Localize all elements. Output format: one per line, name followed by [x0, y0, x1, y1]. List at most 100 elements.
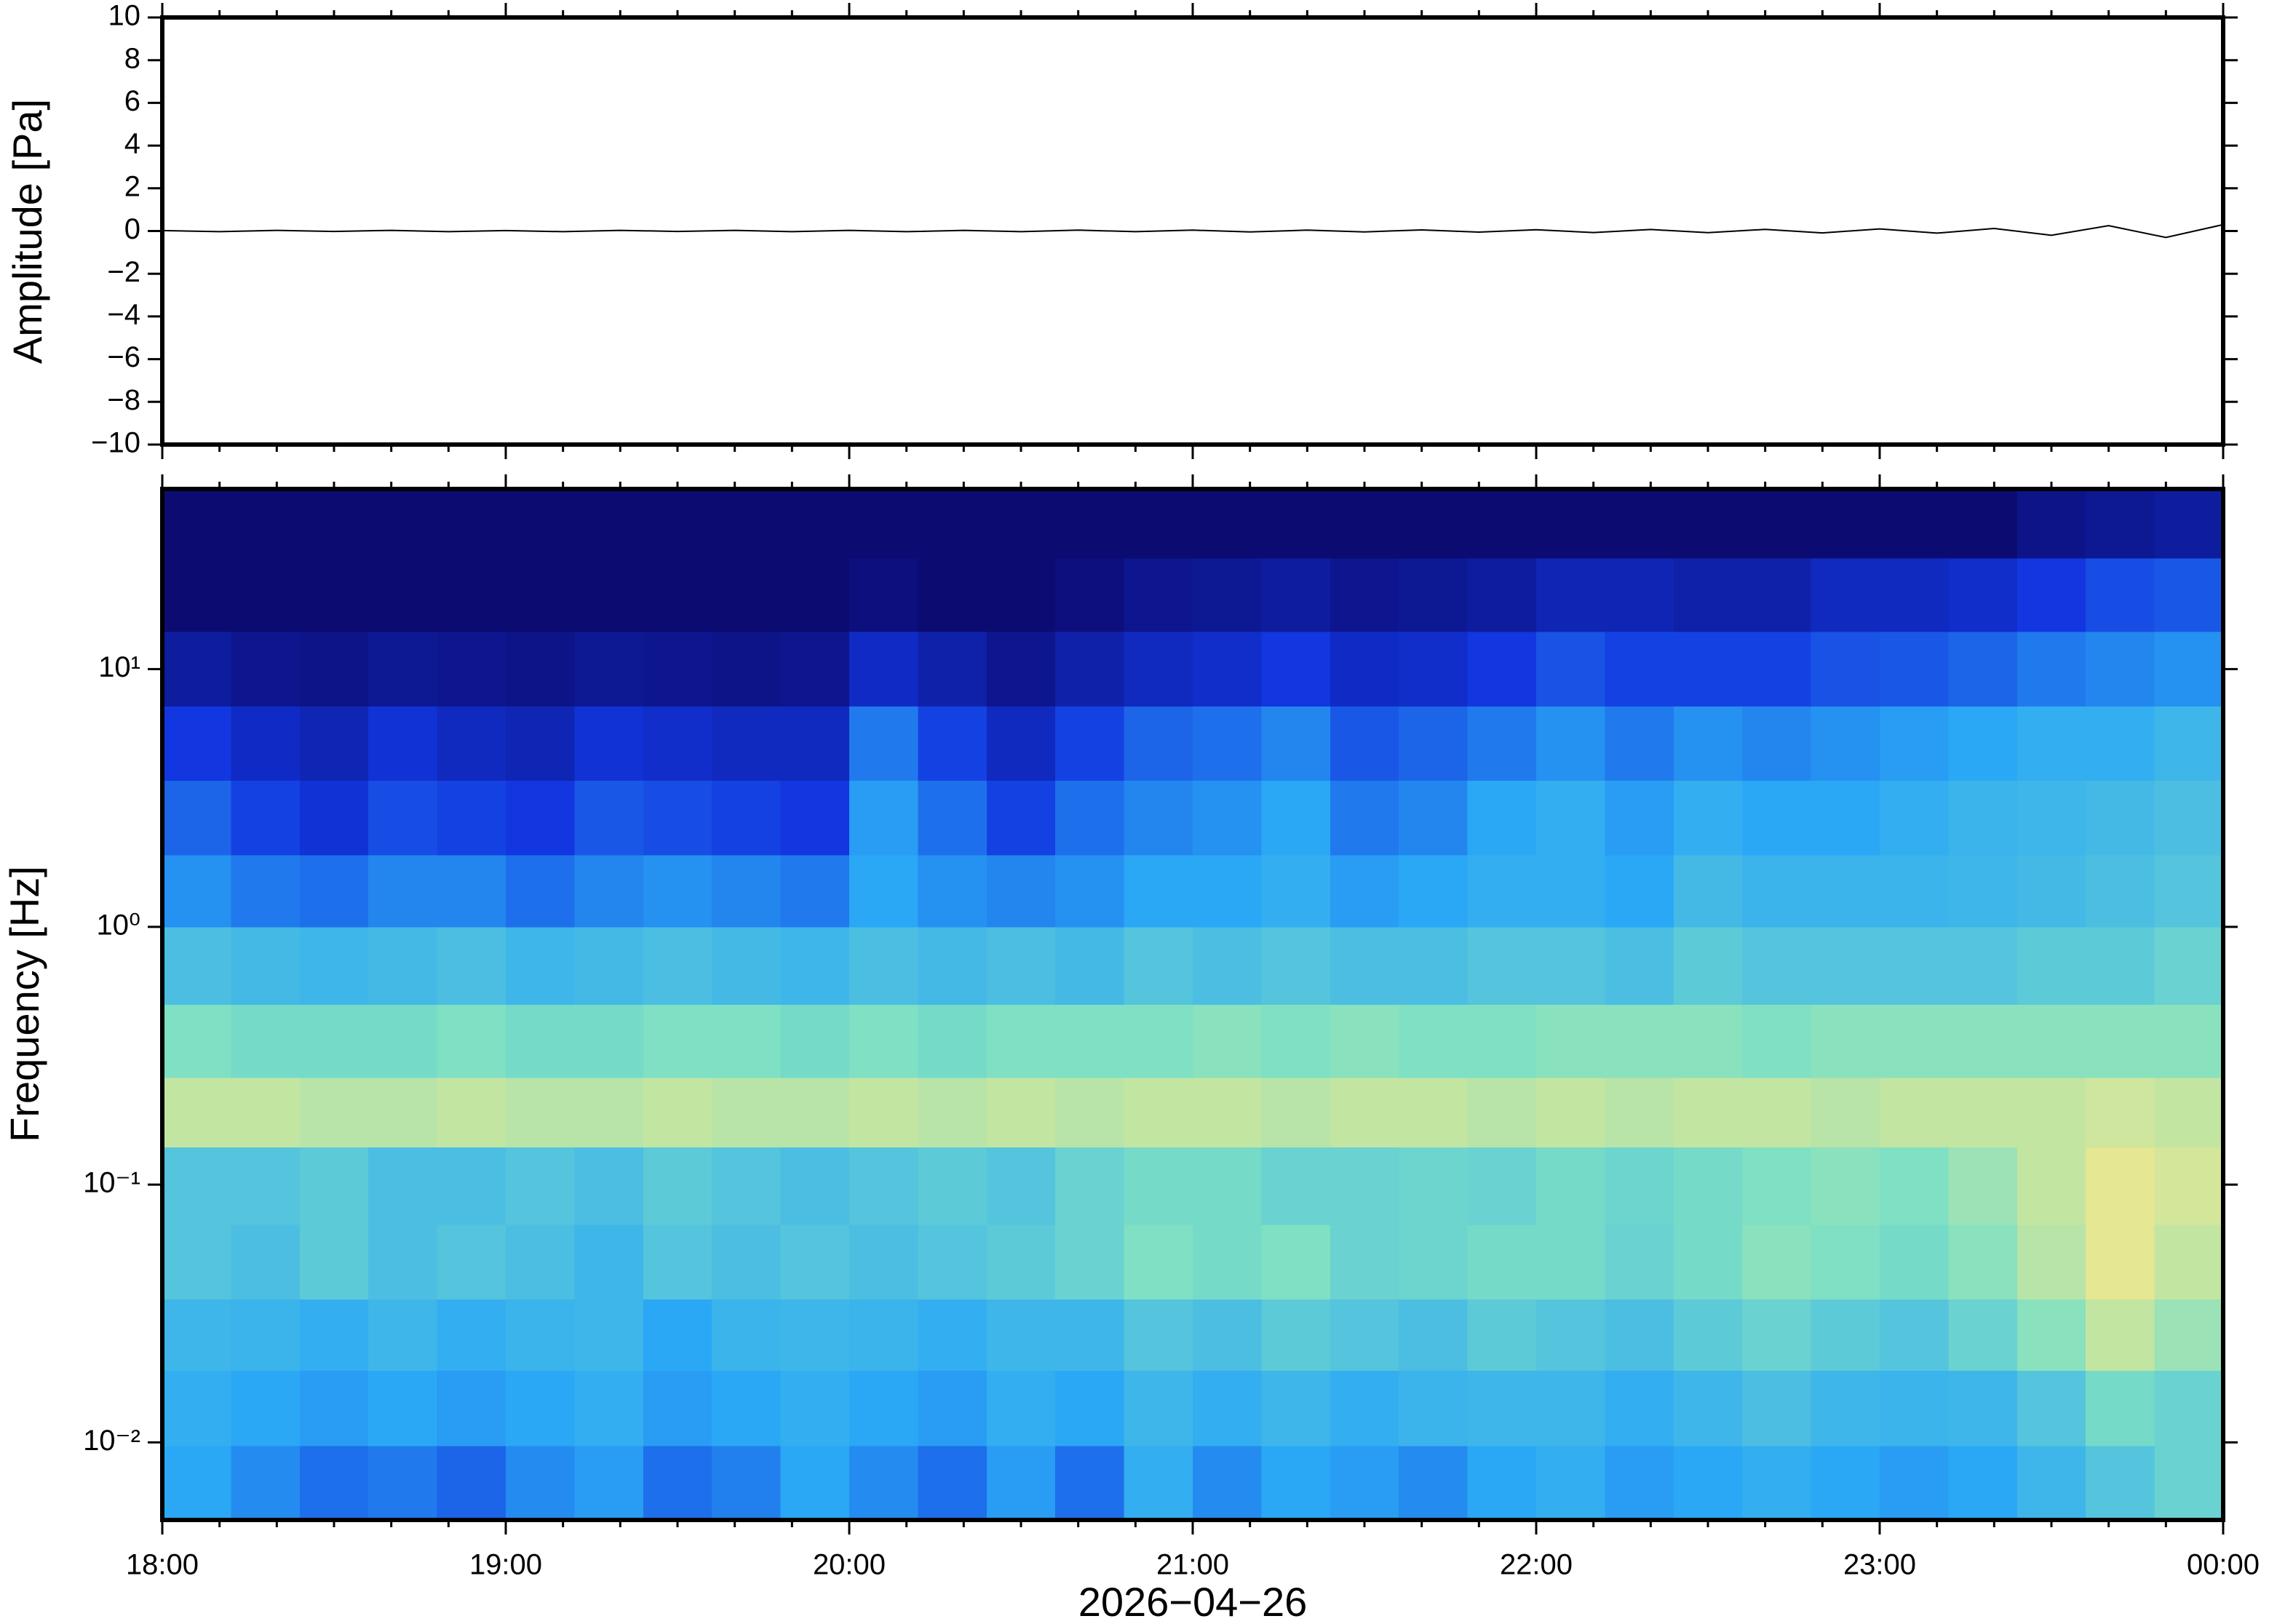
heatmap-cell: [1880, 1147, 1949, 1225]
heatmap-cell: [1742, 1224, 1812, 1299]
heatmap-cell: [1193, 1147, 1262, 1225]
heatmap-cell: [1330, 631, 1399, 706]
heatmap-cell: [1330, 855, 1399, 928]
heatmap-cell: [712, 1299, 782, 1372]
heatmap-cell: [1880, 1078, 1949, 1147]
heatmap-cell: [1399, 926, 1469, 1006]
heatmap-cell: [437, 1078, 506, 1147]
heatmap-cell: [1467, 706, 1537, 781]
heatmap-cell: [368, 926, 438, 1006]
heatmap-cell: [712, 855, 782, 928]
heatmap-cell: [162, 1078, 231, 1147]
heatmap-cell: [643, 1224, 712, 1299]
heatmap-cell: [162, 1446, 231, 1521]
heatmap-cell: [1605, 855, 1674, 928]
heatmap-cell: [780, 780, 850, 856]
heatmap-cell: [1124, 631, 1193, 706]
heatmap-cell: [712, 1004, 782, 1078]
heatmap-cell: [712, 1078, 782, 1147]
heatmap-cell: [780, 1078, 850, 1147]
heatmap-cell: [506, 780, 575, 856]
heatmap-cell: [231, 1078, 301, 1147]
heatmap-cell: [574, 855, 644, 928]
heatmap-cell: [1536, 1078, 1605, 1147]
heatmap-cell: [2086, 780, 2155, 856]
heatmap-cell: [780, 926, 850, 1006]
heatmap-cell: [849, 1299, 918, 1372]
heatmap-cell: [2086, 631, 2155, 706]
heatmap-cell: [780, 1224, 850, 1299]
heatmap-cell: [2016, 780, 2086, 856]
heatmap-cell: [1811, 1446, 1880, 1521]
heatmap-cell: [1536, 557, 1605, 632]
heatmap-cell: [231, 780, 301, 856]
heatmap-cell: [1193, 1299, 1262, 1372]
heatmap-cell: [849, 1078, 918, 1147]
heatmap-cell: [1330, 557, 1399, 632]
heatmap-cell: [162, 489, 231, 559]
heatmap-cell: [1330, 780, 1399, 856]
heatmap-cell: [1467, 855, 1537, 928]
y-tick-label: 0: [124, 213, 140, 245]
heatmap-cell: [162, 855, 231, 928]
heatmap-cell: [1193, 557, 1262, 632]
heatmap-cell: [1261, 557, 1331, 632]
heatmap-cell: [712, 1446, 782, 1521]
heatmap-cell: [368, 1299, 438, 1372]
heatmap-cell: [1124, 1370, 1193, 1446]
heatmap-cell: [918, 489, 988, 559]
heatmap-cell: [2154, 926, 2224, 1006]
y-tick-label: 10⁰: [96, 909, 140, 941]
heatmap-cell: [299, 631, 369, 706]
heatmap-cell: [1948, 1370, 2018, 1446]
heatmap-cell: [1399, 1370, 1469, 1446]
y-tick-label: 8: [124, 42, 140, 74]
heatmap-cell: [918, 631, 988, 706]
heatmap-cell: [643, 926, 712, 1006]
heatmap-cell: [918, 557, 988, 632]
heatmap-cell: [299, 780, 369, 856]
heatmap-cell: [1261, 706, 1331, 781]
heatmap-cell: [231, 1299, 301, 1372]
heatmap-cell: [231, 1147, 301, 1225]
y-axis-label: Frequency [Hz]: [1, 866, 47, 1142]
heatmap-cell: [1673, 780, 1743, 856]
heatmap-cell: [574, 1078, 644, 1147]
heatmap-cell: [2154, 557, 2224, 632]
heatmap-cell: [1124, 780, 1193, 856]
heatmap-cell: [1193, 1078, 1262, 1147]
heatmap-cell: [368, 1370, 438, 1446]
heatmap-cell: [1124, 1078, 1193, 1147]
heatmap-cell: [780, 1446, 850, 1521]
heatmap-cell: [1467, 1299, 1537, 1372]
heatmap-cell: [1605, 1224, 1674, 1299]
heatmap-cell: [986, 1078, 1056, 1147]
heatmap-cell: [1605, 1078, 1674, 1147]
heatmap-cell: [849, 557, 918, 632]
heatmap-cell: [299, 855, 369, 928]
heatmap-cell: [437, 1299, 506, 1372]
plot-frame: [160, 15, 2225, 447]
heatmap-cell: [918, 1078, 988, 1147]
heatmap-cell: [986, 855, 1056, 928]
y-tick-label: 4: [124, 128, 140, 160]
heatmap-cell: [643, 489, 712, 559]
heatmap-cell: [231, 1004, 301, 1078]
heatmap-cell: [1055, 706, 1125, 781]
heatmap-cell: [1055, 1299, 1125, 1372]
heatmap-cell: [1811, 855, 1880, 928]
heatmap-cell: [2016, 1078, 2086, 1147]
heatmap-cell: [231, 1224, 301, 1299]
heatmap-cell: [1467, 1224, 1537, 1299]
heatmap-cell: [712, 926, 782, 1006]
heatmap-cell: [368, 557, 438, 632]
heatmap-cell: [1399, 1446, 1469, 1521]
heatmap-cell: [1055, 489, 1125, 559]
heatmap-cell: [437, 926, 506, 1006]
heatmap-cell: [1605, 926, 1674, 1006]
heatmap-cell: [162, 926, 231, 1006]
heatmap-cell: [643, 706, 712, 781]
heatmap-cell: [506, 489, 575, 559]
heatmap-cell: [2086, 855, 2155, 928]
